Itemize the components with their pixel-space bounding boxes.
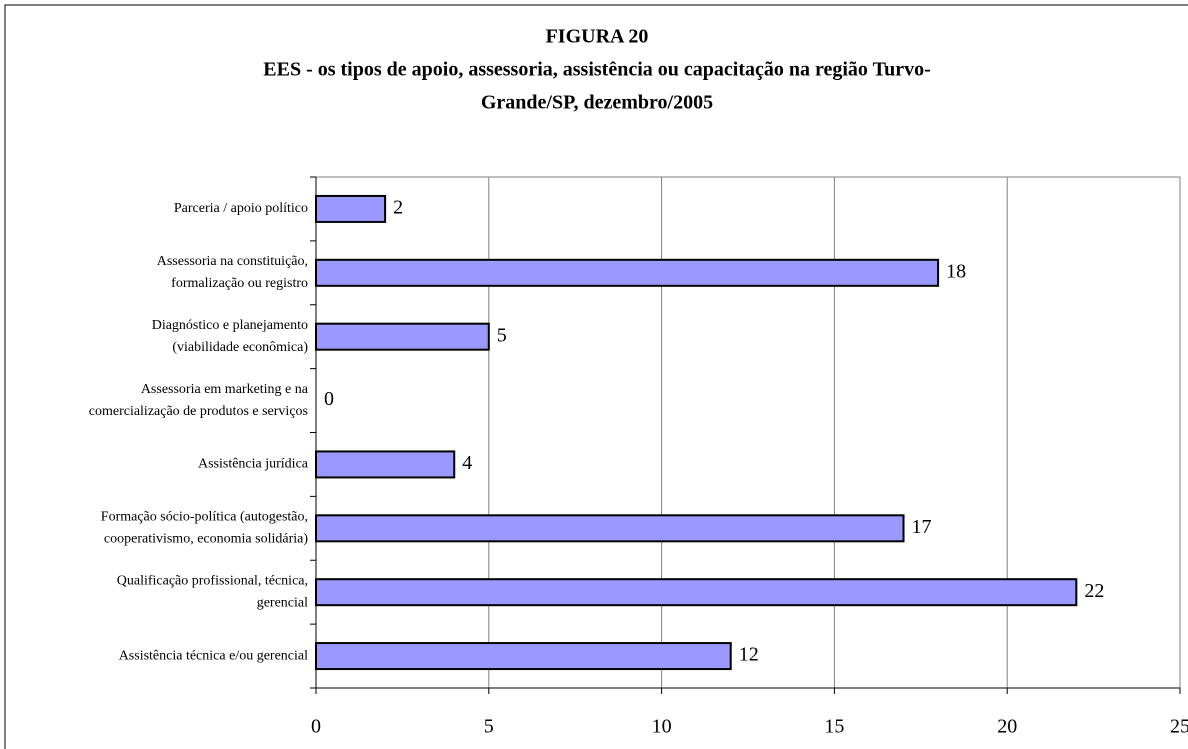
y-tick-label: Parceria / apoio político: [174, 201, 308, 216]
data-label: 5: [497, 324, 507, 346]
bar: [315, 514, 905, 543]
y-tick-label: Assessoria em marketing e na: [141, 382, 309, 397]
y-tick-label: Assessoria na constituição,: [157, 254, 308, 269]
x-tick-label: 25: [1170, 716, 1188, 738]
chart-title: EES - os tipos de apoio, assessoria, ass…: [263, 59, 930, 81]
chart-title: Grande/SP, dezembro/2005: [481, 92, 713, 114]
y-tick-label: Qualificação profissional, técnica,: [117, 573, 308, 588]
y-tick-label: gerencial: [257, 595, 308, 610]
x-tick-label: 10: [652, 716, 672, 738]
bar: [315, 322, 490, 351]
data-label: 4: [462, 452, 472, 474]
y-tick-label: Assistência técnica e/ou gerencial: [119, 648, 308, 663]
bar: [315, 450, 456, 479]
x-tick-label: 5: [484, 716, 494, 738]
y-tick-label: Formação sócio-política (autogestão,: [101, 510, 308, 525]
y-tick-label: formalização ou registro: [171, 276, 308, 291]
bar: [315, 258, 940, 287]
x-tick-label: 0: [311, 716, 321, 738]
x-tick-label: 20: [997, 716, 1017, 738]
y-tick-label: (viabilidade econômica): [172, 340, 308, 355]
data-label: 22: [1084, 580, 1104, 602]
data-label: 12: [739, 644, 759, 666]
chart-title: FIGURA 20: [546, 26, 649, 48]
y-tick-label: Assistência jurídica: [198, 457, 309, 472]
y-tick-label: Diagnóstico e planejamento: [152, 318, 308, 333]
plot-area: [315, 176, 1181, 689]
y-tick-label: comercialização de produtos e serviços: [89, 404, 308, 419]
x-tick-label: 15: [824, 716, 844, 738]
bar: [315, 578, 1078, 607]
data-label: 0: [324, 388, 334, 410]
data-label: 2: [393, 197, 403, 219]
data-label: 17: [912, 516, 932, 538]
bar: [315, 194, 387, 223]
data-label: 18: [946, 260, 966, 282]
bar: [315, 642, 732, 671]
y-tick-label: cooperativismo, economia solidária): [104, 532, 308, 547]
